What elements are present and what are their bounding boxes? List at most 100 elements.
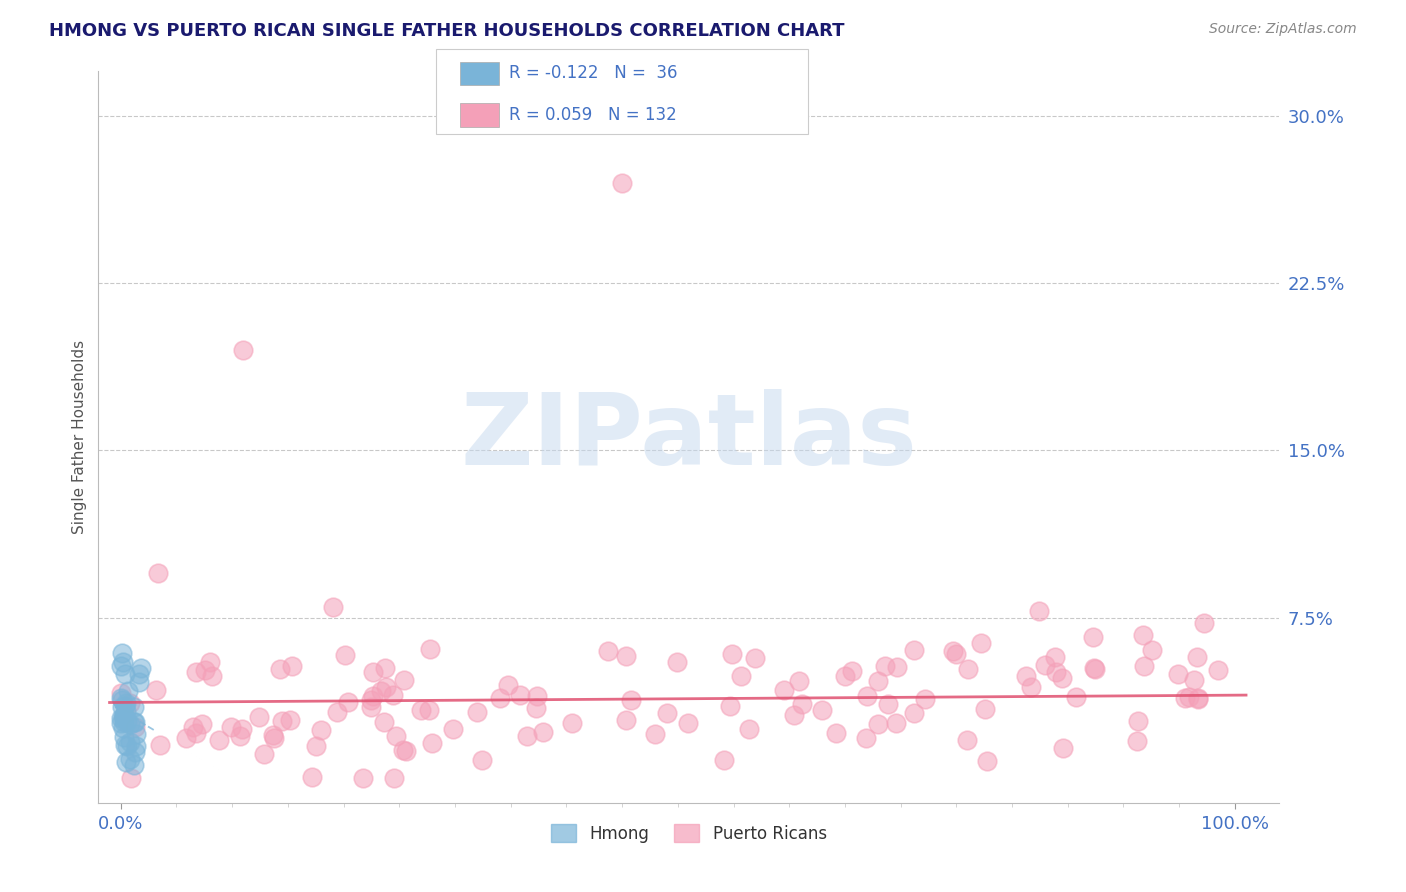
Point bbox=[744, 651, 766, 665]
Point bbox=[361, 665, 384, 679]
Point bbox=[509, 688, 531, 702]
Point bbox=[720, 647, 742, 661]
Point bbox=[1206, 663, 1229, 677]
Point bbox=[792, 697, 814, 711]
Point bbox=[614, 714, 637, 728]
Point bbox=[713, 753, 735, 767]
Point bbox=[1126, 734, 1149, 748]
Point bbox=[262, 728, 284, 742]
Point bbox=[114, 667, 136, 681]
Point bbox=[824, 725, 846, 739]
Point bbox=[112, 710, 135, 724]
Point bbox=[409, 703, 432, 717]
Point bbox=[263, 731, 285, 746]
Point bbox=[124, 745, 146, 759]
Point bbox=[111, 656, 134, 670]
Point bbox=[112, 709, 135, 723]
Point bbox=[496, 678, 519, 692]
Point bbox=[145, 683, 167, 698]
Point bbox=[111, 699, 134, 714]
Point bbox=[773, 683, 796, 698]
Point bbox=[128, 666, 150, 681]
Point bbox=[418, 704, 440, 718]
Point bbox=[1045, 665, 1067, 679]
Point bbox=[114, 704, 136, 718]
Legend: Hmong, Puerto Ricans: Hmong, Puerto Ricans bbox=[544, 818, 834, 849]
Point bbox=[228, 729, 250, 743]
Point bbox=[117, 739, 139, 753]
Point bbox=[465, 705, 488, 719]
Point bbox=[301, 770, 323, 784]
Point bbox=[201, 669, 224, 683]
Point bbox=[124, 720, 146, 734]
Point bbox=[903, 706, 925, 720]
Point bbox=[114, 699, 136, 714]
Point bbox=[1015, 669, 1038, 683]
Point bbox=[385, 729, 408, 743]
Point bbox=[419, 641, 441, 656]
Point bbox=[886, 659, 908, 673]
Point bbox=[1033, 658, 1056, 673]
Point bbox=[360, 699, 382, 714]
Point bbox=[278, 713, 301, 727]
Point bbox=[120, 771, 142, 786]
Point bbox=[914, 692, 936, 706]
Point bbox=[186, 725, 208, 739]
Point bbox=[855, 731, 877, 745]
Point bbox=[208, 733, 231, 747]
Text: R = -0.122   N =  36: R = -0.122 N = 36 bbox=[509, 64, 678, 82]
Point bbox=[115, 714, 138, 728]
Point bbox=[471, 753, 494, 767]
Point bbox=[1178, 690, 1201, 704]
Point bbox=[526, 689, 548, 703]
Point bbox=[322, 599, 344, 614]
Y-axis label: Single Father Households: Single Father Households bbox=[72, 340, 87, 534]
Point bbox=[374, 661, 396, 675]
Point bbox=[903, 642, 925, 657]
Point bbox=[531, 724, 554, 739]
Point bbox=[370, 684, 392, 698]
Point bbox=[1050, 671, 1073, 685]
Point bbox=[596, 643, 619, 657]
Point bbox=[111, 647, 134, 661]
Point bbox=[112, 731, 135, 745]
Point bbox=[1081, 630, 1104, 644]
Point bbox=[190, 717, 212, 731]
Point bbox=[392, 673, 415, 687]
Point bbox=[114, 738, 136, 752]
Point bbox=[868, 674, 890, 689]
Point bbox=[194, 663, 217, 677]
Point bbox=[335, 648, 357, 662]
Point bbox=[1167, 667, 1189, 681]
Point bbox=[524, 701, 547, 715]
Point bbox=[125, 727, 148, 741]
Point bbox=[271, 714, 294, 728]
Point bbox=[644, 727, 666, 741]
Point bbox=[787, 674, 810, 689]
Point bbox=[174, 731, 197, 745]
Point bbox=[884, 716, 907, 731]
Point bbox=[148, 566, 170, 581]
Point bbox=[1083, 661, 1105, 675]
Point bbox=[941, 644, 963, 658]
Point bbox=[129, 661, 152, 675]
Point bbox=[1043, 649, 1066, 664]
Point bbox=[1064, 690, 1087, 704]
Point bbox=[253, 747, 276, 761]
Point bbox=[1187, 691, 1209, 706]
Point bbox=[110, 716, 132, 731]
Text: HMONG VS PUERTO RICAN SINGLE FATHER HOUSEHOLDS CORRELATION CHART: HMONG VS PUERTO RICAN SINGLE FATHER HOUS… bbox=[49, 22, 845, 40]
Point bbox=[676, 715, 699, 730]
Point bbox=[420, 736, 443, 750]
Point bbox=[120, 717, 142, 731]
Point bbox=[111, 693, 134, 707]
Point bbox=[336, 694, 359, 708]
Point bbox=[811, 703, 834, 717]
Point bbox=[110, 659, 132, 673]
Point bbox=[326, 706, 349, 720]
Point bbox=[1133, 658, 1156, 673]
Point bbox=[110, 691, 132, 706]
Point bbox=[374, 680, 396, 694]
Point bbox=[382, 689, 405, 703]
Point bbox=[956, 733, 979, 747]
